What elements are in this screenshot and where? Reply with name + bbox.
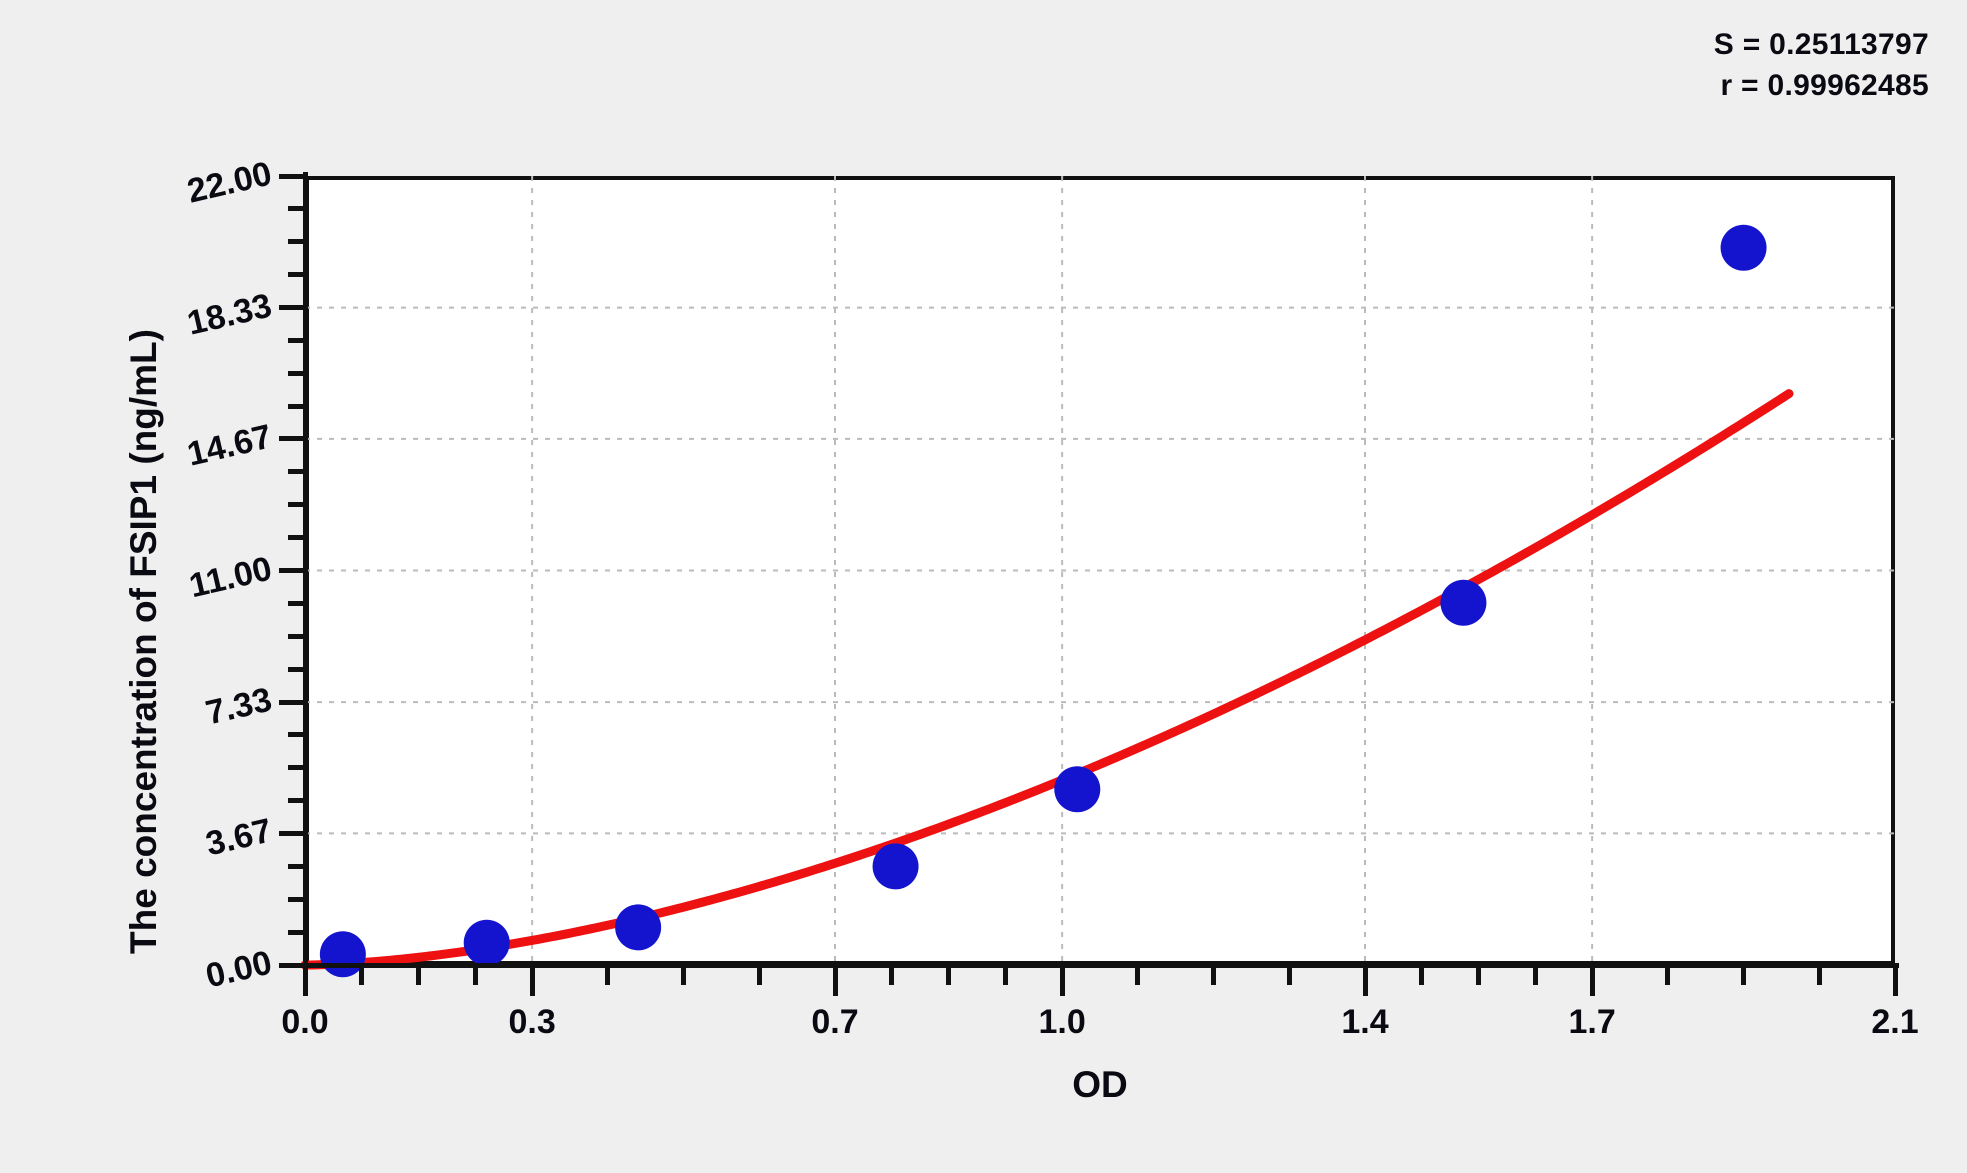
fit-statistics: S = 0.25113797 r = 0.99962485 bbox=[1714, 24, 1929, 107]
y-tick-minor bbox=[288, 633, 305, 639]
x-tick-label: 1.4 bbox=[1341, 1003, 1389, 1041]
x-axis-spine bbox=[301, 963, 1899, 968]
y-tick-label: 3.67 bbox=[202, 811, 276, 864]
fit-curve bbox=[300, 389, 1794, 970]
y-axis-title-text: The concentration of FSIP1 (ng/mL) bbox=[123, 329, 164, 954]
gridlines bbox=[305, 176, 1895, 965]
y-tick-label: 14.67 bbox=[183, 417, 276, 474]
y-tick-minor bbox=[288, 535, 305, 541]
x-tick-minor bbox=[1286, 966, 1292, 985]
data-point-5 bbox=[1440, 579, 1487, 626]
x-tick-major bbox=[1059, 966, 1065, 996]
y-tick-major bbox=[279, 305, 305, 311]
x-tick-major bbox=[832, 966, 838, 996]
data-point-1 bbox=[463, 919, 510, 966]
x-axis-title: OD bbox=[1072, 1064, 1128, 1105]
y-tick-minor bbox=[288, 272, 305, 278]
x-tick-minor bbox=[681, 966, 687, 985]
y-tick-minor bbox=[288, 798, 305, 804]
x-tick-minor bbox=[889, 966, 895, 985]
y-tick-minor bbox=[288, 863, 305, 869]
data-point-6 bbox=[1720, 224, 1767, 271]
y-tick-minor bbox=[288, 666, 305, 672]
y-tick-minor bbox=[288, 765, 305, 771]
x-tick-minor bbox=[605, 966, 611, 985]
x-tick-label: 2.1 bbox=[1871, 1003, 1919, 1041]
data-points bbox=[319, 224, 1767, 978]
x-tick-major bbox=[1589, 966, 1595, 996]
x-tick-minor bbox=[1419, 966, 1425, 985]
x-tick-label: 0.0 bbox=[281, 1003, 329, 1041]
y-tick-label: 22.00 bbox=[183, 154, 276, 211]
y-tick-minor bbox=[288, 600, 305, 606]
y-tick-minor bbox=[288, 206, 305, 212]
x-tick-minor bbox=[1211, 966, 1217, 985]
y-tick-minor bbox=[288, 469, 305, 475]
x-tick-minor bbox=[359, 966, 365, 985]
data-point-3 bbox=[872, 843, 919, 890]
x-tick-major bbox=[1362, 966, 1368, 996]
x-tick-label: 1.7 bbox=[1568, 1003, 1616, 1041]
y-axis-title: The concentration of FSIP1 (ng/mL) bbox=[96, 0, 192, 1173]
x-tick-minor bbox=[472, 966, 478, 985]
data-point-4 bbox=[1054, 766, 1101, 813]
y-tick-major bbox=[279, 699, 305, 705]
data-point-2 bbox=[615, 904, 662, 951]
x-tick-minor bbox=[1135, 966, 1141, 985]
fit-curve-path bbox=[300, 389, 1794, 970]
x-tick-major bbox=[302, 966, 308, 996]
x-tick-minor bbox=[756, 966, 762, 985]
x-tick-minor bbox=[1002, 966, 1008, 985]
y-tick-major bbox=[279, 830, 305, 836]
stat-s: S = 0.25113797 bbox=[1713, 28, 1929, 61]
y-tick-label: 7.33 bbox=[202, 680, 276, 733]
y-tick-minor bbox=[288, 337, 305, 343]
y-tick-minor bbox=[288, 370, 305, 376]
x-tick-major bbox=[1892, 966, 1898, 996]
x-tick-minor bbox=[1816, 966, 1822, 985]
y-tick-major bbox=[279, 436, 305, 442]
y-axis-spine bbox=[303, 172, 308, 972]
x-tick-label: 1.0 bbox=[1038, 1003, 1086, 1041]
x-tick-minor bbox=[416, 966, 422, 985]
x-tick-minor bbox=[1476, 966, 1482, 985]
y-tick-label: 11.00 bbox=[185, 548, 276, 605]
x-tick-minor bbox=[946, 966, 952, 985]
y-tick-major bbox=[279, 568, 305, 573]
plot-canvas bbox=[300, 176, 1895, 978]
x-tick-major bbox=[529, 966, 535, 996]
y-tick-minor bbox=[288, 239, 305, 245]
y-tick-minor bbox=[288, 502, 305, 508]
x-tick-minor bbox=[1665, 966, 1671, 985]
y-tick-minor bbox=[288, 929, 305, 935]
y-tick-major bbox=[279, 173, 305, 179]
y-tick-label: 0.00 bbox=[202, 943, 276, 996]
y-tick-minor bbox=[288, 732, 305, 738]
x-tick-minor bbox=[1532, 966, 1538, 985]
x-tick-label: 0.3 bbox=[508, 1003, 556, 1041]
y-tick-label: 18.33 bbox=[183, 286, 276, 343]
x-tick-minor bbox=[1741, 966, 1747, 985]
x-tick-label: 0.7 bbox=[811, 1003, 859, 1041]
y-tick-major bbox=[279, 962, 305, 968]
y-tick-minor bbox=[288, 896, 305, 902]
y-tick-minor bbox=[288, 403, 305, 409]
stat-r: r = 0.99962485 bbox=[1720, 69, 1929, 103]
